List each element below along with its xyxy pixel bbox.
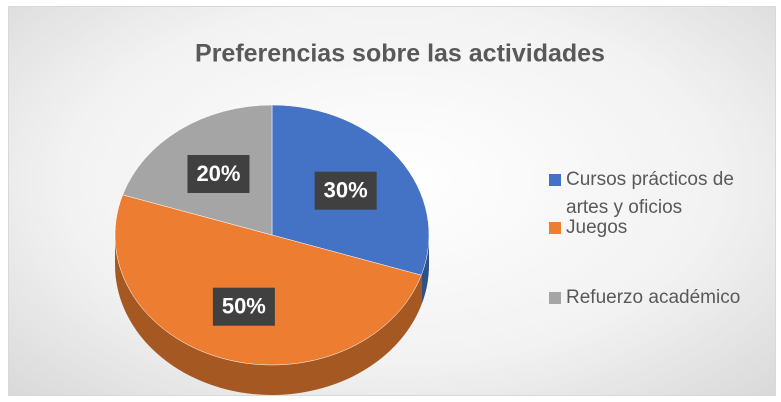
legend-item: Juegos xyxy=(549,214,759,242)
pie-slice xyxy=(114,194,422,366)
pie-side xyxy=(421,235,430,306)
data-label: 30% xyxy=(324,177,368,202)
legend-item: Cursos prácticos de artes y oficios xyxy=(549,166,759,222)
legend-label: Cursos prácticos de artes y oficios xyxy=(566,169,734,218)
data-label-box xyxy=(314,171,377,210)
legend-swatch xyxy=(549,174,561,186)
data-label: 50% xyxy=(222,294,266,319)
legend-label: Juegos xyxy=(566,217,628,238)
data-label: 20% xyxy=(196,161,240,186)
data-label-box xyxy=(212,287,275,326)
legend-swatch xyxy=(549,222,561,234)
legend-item: Refuerzo académico xyxy=(549,284,759,312)
data-label-box xyxy=(187,155,250,194)
pie-side xyxy=(115,235,422,396)
legend-label: Refuerzo académico xyxy=(566,287,741,308)
chart-title: Preferencias sobre las actividades xyxy=(195,40,605,68)
legend-swatch xyxy=(549,292,561,304)
